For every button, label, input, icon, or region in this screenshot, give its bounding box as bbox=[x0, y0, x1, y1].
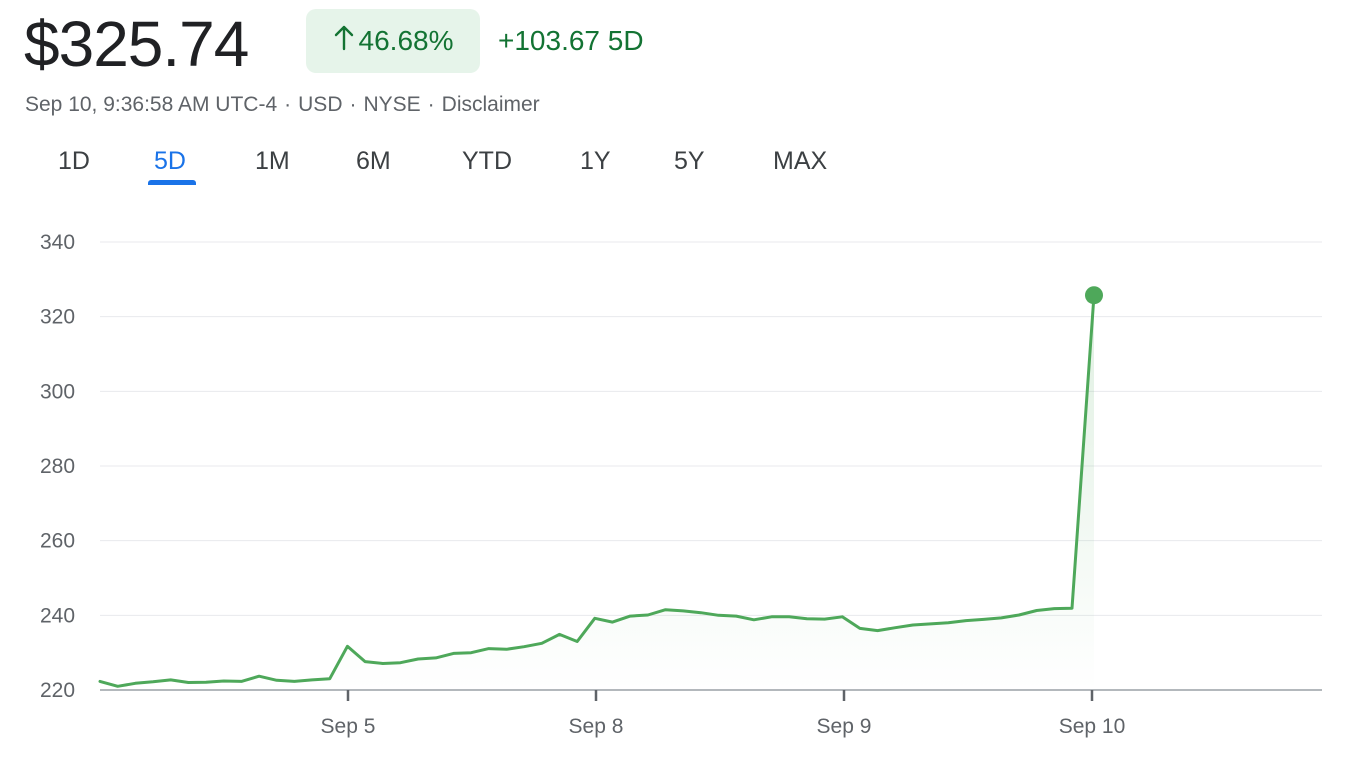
price-series-line bbox=[98, 293, 1096, 688]
tab-max[interactable]: MAX bbox=[773, 147, 828, 175]
active-tab-indicator bbox=[148, 180, 196, 185]
percent-change-value: 46.68% bbox=[358, 25, 454, 56]
percent-change-badge: 46.68% bbox=[306, 9, 480, 73]
tab-1m[interactable]: 1M bbox=[255, 147, 290, 175]
price-area-fill bbox=[100, 295, 1094, 690]
y-tick-label: 320 bbox=[40, 306, 75, 329]
gridlines bbox=[100, 241, 1322, 616]
current-price: $325.74 bbox=[24, 8, 249, 80]
quote-meta: Sep 10, 9:36:58 AM UTC-4 · USD · NYSE · Discla… bbox=[25, 93, 540, 116]
arrow-up-icon bbox=[333, 25, 355, 58]
y-tick-label: 280 bbox=[40, 455, 75, 478]
absolute-change: +103.67 5D bbox=[498, 25, 644, 56]
tab-6m[interactable]: 6M bbox=[356, 147, 391, 175]
tab-1y[interactable]: 1Y bbox=[580, 147, 611, 175]
tab-5d[interactable]: 5D bbox=[154, 147, 186, 175]
tab-5y[interactable]: 5Y bbox=[674, 147, 705, 175]
y-tick-label: 220 bbox=[40, 679, 75, 702]
y-tick-label: 340 bbox=[40, 231, 75, 254]
y-tick-label: 300 bbox=[40, 380, 75, 403]
tab-ytd[interactable]: YTD bbox=[462, 147, 512, 175]
x-tick-label: Sep 8 bbox=[569, 715, 624, 738]
quote-timestamp: Sep 10, 9:36:58 AM UTC-4 bbox=[25, 93, 278, 116]
x-axis-ticks: Sep 5 Sep 8 Sep 9 Sep 10 bbox=[321, 690, 1126, 738]
x-tick-label: Sep 10 bbox=[1059, 715, 1126, 738]
disclaimer-link[interactable]: Disclaimer bbox=[441, 93, 540, 116]
y-tick-label: 240 bbox=[40, 604, 75, 627]
x-tick-label: Sep 9 bbox=[817, 715, 872, 738]
quote-exchange: NYSE bbox=[363, 93, 421, 116]
tab-1d[interactable]: 1D bbox=[58, 147, 90, 175]
x-tick-label: Sep 5 bbox=[321, 715, 376, 738]
y-tick-label: 260 bbox=[40, 530, 75, 553]
y-axis-labels: 220 240 260 280 300 320 340 bbox=[40, 231, 75, 702]
quote-currency: USD bbox=[298, 93, 343, 116]
range-tabs: 1D 5D 1M 6M YTD 1Y 5Y MAX bbox=[0, 140, 900, 190]
current-price-marker[interactable] bbox=[1085, 286, 1103, 305]
